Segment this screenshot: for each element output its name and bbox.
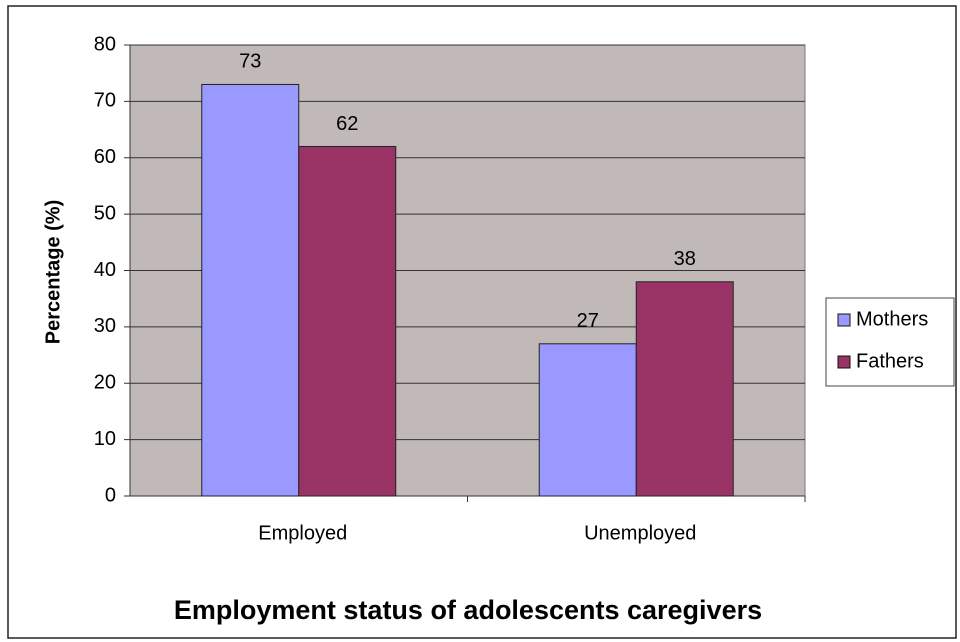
y-tick-label: 20 (94, 372, 116, 394)
y-tick-label: 0 (105, 484, 116, 506)
y-tick-label: 40 (94, 259, 116, 281)
bar (635, 281, 734, 497)
legend-box (825, 297, 955, 387)
legend-label: Mothers (856, 308, 928, 330)
legend-label: Fathers (856, 350, 924, 372)
chart-title: Employment status of adolescents caregiv… (174, 595, 762, 625)
x-tick-label: Employed (258, 522, 347, 544)
data-label: 62 (336, 113, 358, 135)
y-tick-label: 50 (94, 202, 116, 224)
x-tick-label: Unemployed (584, 522, 696, 544)
y-axis-label: Percentage (%) (42, 200, 64, 345)
bar (201, 83, 300, 497)
legend-swatch (837, 355, 851, 369)
y-tick-label: 60 (94, 146, 116, 168)
data-label: 27 (577, 310, 599, 332)
y-tick-label: 70 (94, 90, 116, 112)
y-tick-label: 80 (94, 33, 116, 55)
data-label: 73 (239, 51, 261, 73)
legend-swatch (837, 313, 851, 327)
bar (538, 343, 637, 497)
y-tick-label: 30 (94, 315, 116, 337)
y-tick-label: 10 (94, 428, 116, 450)
bar (298, 145, 397, 497)
data-label: 38 (674, 248, 696, 270)
